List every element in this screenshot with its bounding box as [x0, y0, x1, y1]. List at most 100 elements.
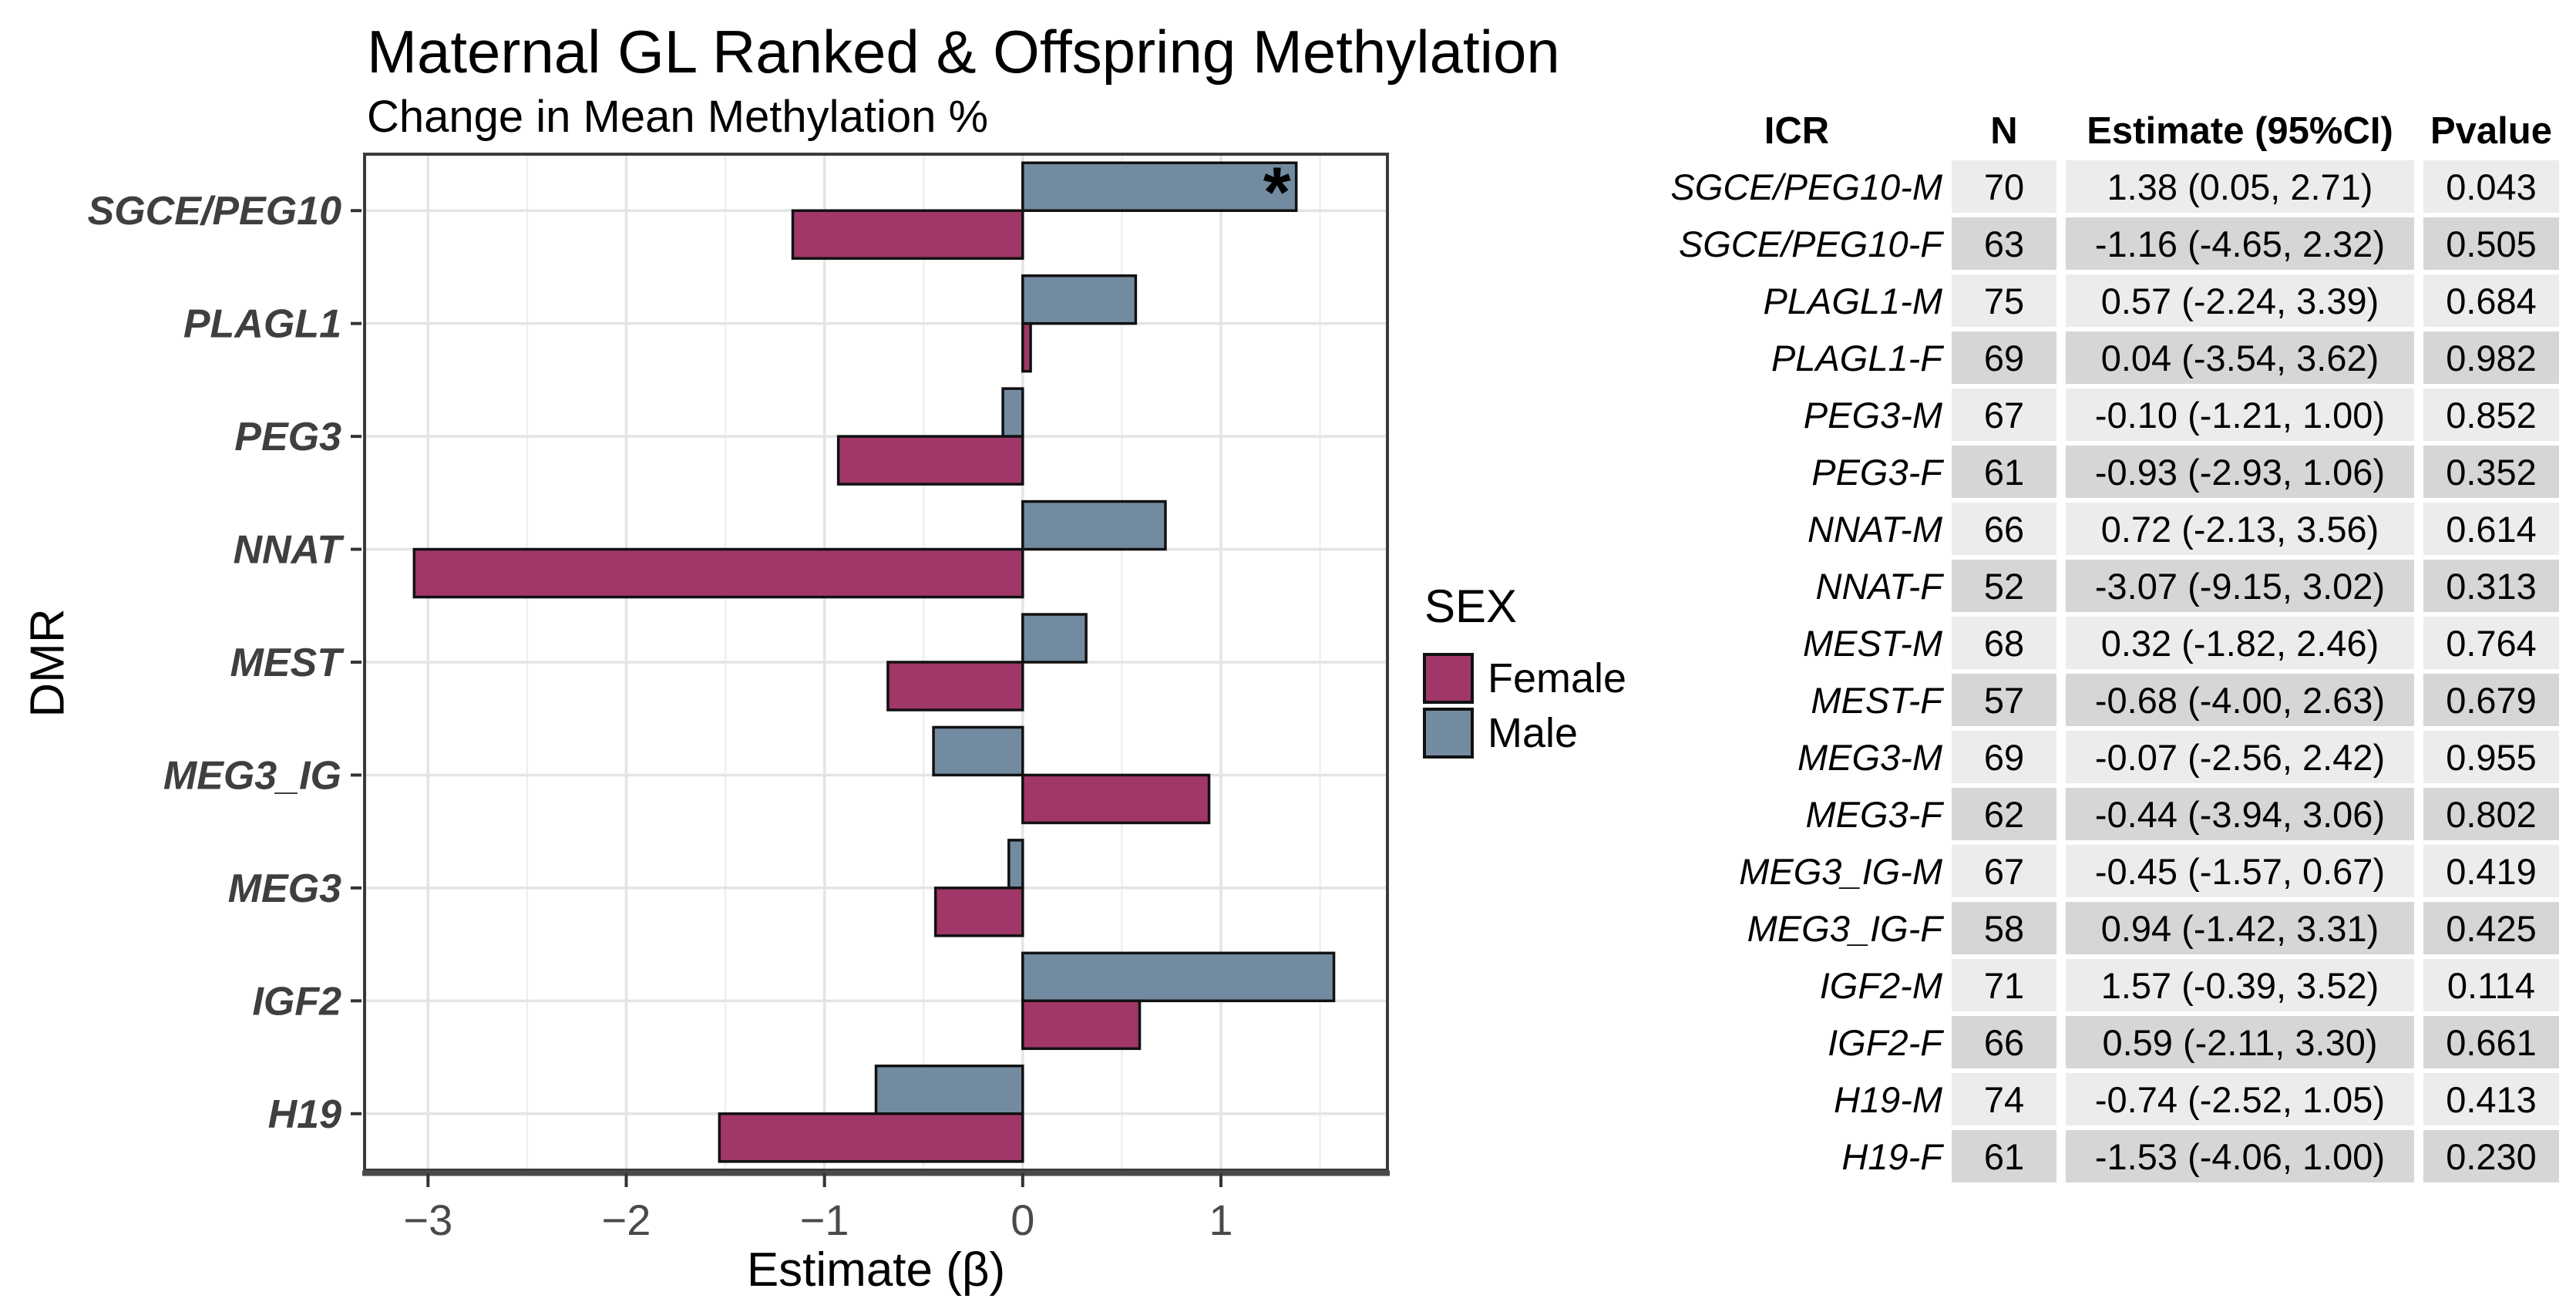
estimate-cell: 1.38 (0.05, 2.71) [2066, 160, 2414, 213]
n-cell: 70 [1952, 160, 2056, 213]
table-row: H19-M 74 -0.74 (-2.52, 1.05) 0.413 [1651, 1073, 2559, 1125]
bar-female-PEG3 [836, 435, 1024, 486]
bar-male-PLAGL1 [1021, 274, 1138, 325]
legend-item-female: Female [1423, 653, 1626, 704]
n-cell: 52 [1952, 560, 2056, 612]
estimate-cell: 0.32 (-1.82, 2.46) [2066, 617, 2414, 669]
pvalue-cell: 0.230 [2423, 1130, 2559, 1182]
estimate-cell: 0.04 (-3.54, 3.62) [2066, 331, 2414, 384]
n-cell: 61 [1952, 1130, 2056, 1182]
legend-label: Male [1488, 710, 1579, 756]
icr-results-table: ICR N Estimate (95%CI) Pvalue SGCE/PEG10… [1642, 105, 2568, 1187]
pvalue-cell: 0.352 [2423, 446, 2559, 498]
x-tick-label: −3 [403, 1196, 452, 1244]
col-header-pvalue: Pvalue [2430, 110, 2552, 152]
table-row: H19-F 61 -1.53 (-4.06, 1.00) 0.230 [1651, 1130, 2559, 1182]
n-cell: 71 [1952, 959, 2056, 1011]
icr-cell: SGCE/PEG10-F [1678, 223, 1942, 264]
pvalue-cell: 0.982 [2423, 331, 2559, 384]
icr-cell: MEST-M [1802, 622, 1942, 664]
pvalue-cell: 0.955 [2423, 731, 2559, 783]
bar-female-MEST [886, 661, 1024, 712]
pvalue-cell: 0.043 [2423, 160, 2559, 213]
category-label: MEG3 [228, 866, 341, 911]
bar-male-H19 [874, 1065, 1024, 1115]
category-label: PEG3 [234, 415, 341, 459]
n-cell: 74 [1952, 1073, 2056, 1125]
pvalue-cell: 0.661 [2423, 1016, 2559, 1068]
n-cell: 67 [1952, 389, 2056, 441]
bar-male-IGF2 [1021, 951, 1336, 1003]
estimate-cell: 0.57 (-2.24, 3.39) [2066, 274, 2414, 327]
n-cell: 58 [1952, 902, 2056, 954]
n-cell: 61 [1952, 446, 2056, 498]
estimate-cell: 0.72 (-2.13, 3.56) [2066, 503, 2414, 555]
estimate-cell: 1.57 (-0.39, 3.52) [2066, 959, 2414, 1011]
chart-subtitle: Change in Mean Methylation % [367, 92, 989, 142]
pvalue-cell: 0.764 [2423, 617, 2559, 669]
bar-female-IGF2 [1021, 999, 1142, 1051]
bar-male-NNAT [1021, 500, 1167, 551]
n-cell: 66 [1952, 1016, 2056, 1068]
estimate-cell: -0.07 (-2.56, 2.42) [2066, 731, 2414, 783]
pvalue-cell: 0.802 [2423, 788, 2559, 840]
table-row: PEG3-F 61 -0.93 (-2.93, 1.06) 0.352 [1651, 446, 2559, 498]
icr-cell: PEG3-M [1803, 394, 1942, 436]
x-tick-label: −1 [800, 1196, 849, 1244]
pvalue-cell: 0.425 [2423, 902, 2559, 954]
bar-male-MEST [1021, 613, 1088, 664]
bar-male-PEG3 [1001, 387, 1024, 438]
estimate-cell: -3.07 (-9.15, 3.02) [2066, 560, 2414, 612]
x-tick-label: −2 [602, 1196, 651, 1244]
col-header-n: N [1990, 110, 2018, 152]
table-row: MEG3_IG-M 67 -0.45 (-1.57, 0.67) 0.419 [1651, 845, 2559, 897]
table-row: IGF2-M 71 1.57 (-0.39, 3.52) 0.114 [1651, 959, 2559, 1011]
table-row: NNAT-F 52 -3.07 (-9.15, 3.02) 0.313 [1651, 560, 2559, 612]
legend-swatch-female [1423, 653, 1474, 704]
table-header-row: ICR N Estimate (95%CI) Pvalue [1651, 109, 2559, 156]
pvalue-cell: 0.419 [2423, 845, 2559, 897]
n-cell: 62 [1952, 788, 2056, 840]
icr-cell: H19-M [1833, 1078, 1942, 1120]
pvalue-cell: 0.114 [2423, 959, 2559, 1011]
n-cell: 66 [1952, 503, 2056, 555]
icr-cell: MEG3_IG-F [1747, 907, 1942, 949]
icr-cell: MEG3_IG-M [1739, 850, 1942, 892]
icr-cell: MEG3-F [1805, 793, 1942, 835]
col-header-icr: ICR [1764, 110, 1830, 152]
pvalue-cell: 0.413 [2423, 1073, 2559, 1125]
bar-female-PLAGL1 [1021, 321, 1032, 373]
x-tick-label: 1 [1209, 1196, 1233, 1244]
bar-female-NNAT [412, 547, 1024, 599]
bar-female-SGCE/PEG10 [791, 209, 1024, 260]
estimate-cell: -0.44 (-3.94, 3.06) [2066, 788, 2414, 840]
bar-male-MEG3 [1007, 839, 1024, 890]
icr-cell: MEST-F [1811, 679, 1942, 721]
category-label: PLAGL1 [183, 302, 341, 347]
results-table: ICR N Estimate (95%CI) Pvalue SGCE/PEG10… [1642, 105, 2568, 1187]
chart-title: Maternal GL Ranked & Offspring Methylati… [367, 18, 1560, 86]
icr-cell: IGF2-F [1828, 1021, 1942, 1063]
table-row: PEG3-M 67 -0.10 (-1.21, 1.00) 0.852 [1651, 389, 2559, 441]
n-cell: 69 [1952, 731, 2056, 783]
n-cell: 57 [1952, 674, 2056, 726]
panel-border [363, 153, 1389, 1172]
pvalue-cell: 0.313 [2423, 560, 2559, 612]
significance-asterisk: * [1263, 153, 1291, 232]
n-cell: 63 [1952, 217, 2056, 270]
category-label: NNAT [233, 528, 345, 573]
x-tick-label: 0 [1011, 1196, 1034, 1244]
n-cell: 75 [1952, 274, 2056, 327]
pvalue-cell: 0.614 [2423, 503, 2559, 555]
icr-cell: SGCE/PEG10-M [1670, 166, 1942, 207]
estimate-cell: -0.68 (-4.00, 2.63) [2066, 674, 2414, 726]
legend-label: Female [1488, 655, 1627, 701]
icr-cell: PLAGL1-F [1771, 337, 1942, 378]
bar-male-SGCE/PEG10 [1021, 161, 1298, 212]
estimate-cell: -0.93 (-2.93, 1.06) [2066, 446, 2414, 498]
icr-cell: NNAT-M [1808, 508, 1942, 550]
category-label: H19 [268, 1092, 341, 1137]
table-row: IGF2-F 66 0.59 (-2.11, 3.30) 0.661 [1651, 1016, 2559, 1068]
legend-items: Female Male [1423, 653, 1626, 759]
table-row: NNAT-M 66 0.72 (-2.13, 3.56) 0.614 [1651, 503, 2559, 555]
